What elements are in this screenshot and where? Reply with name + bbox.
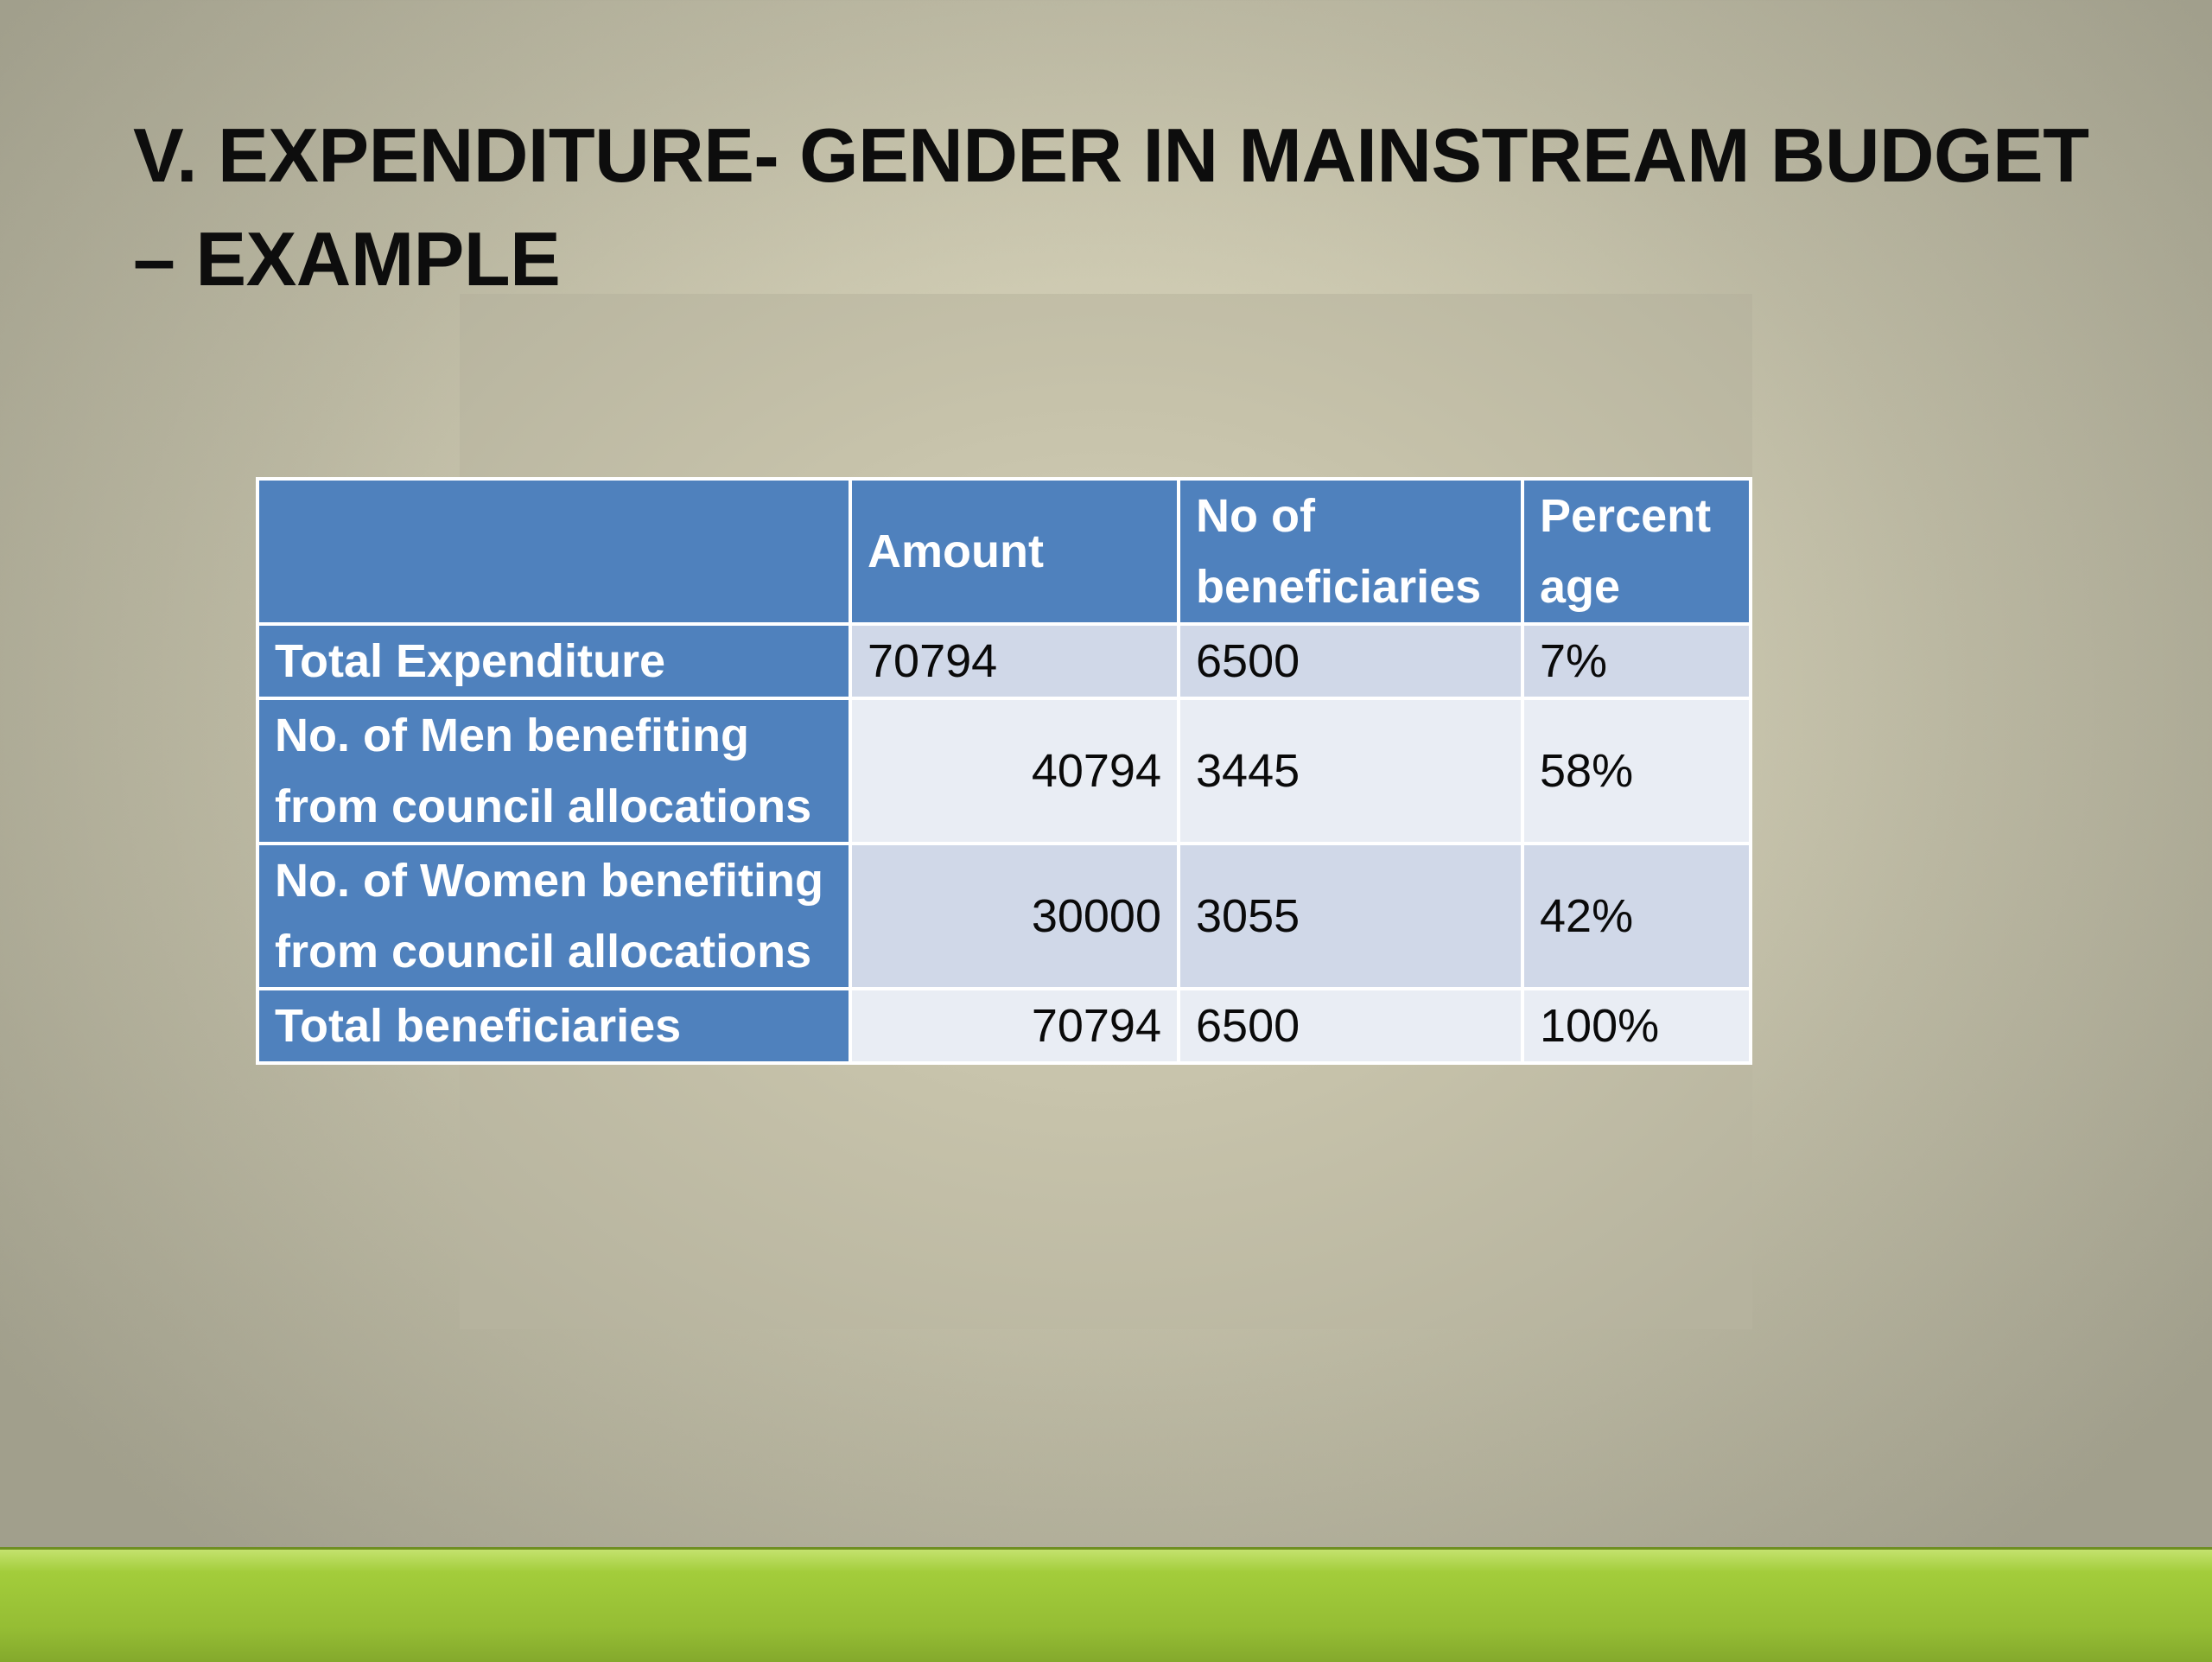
header-beneficiaries: No of beneficiaries <box>1177 477 1524 626</box>
row-label-total-expenditure: Total Expenditure <box>256 622 852 700</box>
cell-beneficiaries: 3445 <box>1177 697 1524 845</box>
cell-percentage: 58% <box>1521 697 1752 845</box>
row-label-total-beneficiaries: Total beneficiaries <box>256 987 852 1065</box>
cell-amount: 40794 <box>849 697 1180 845</box>
cell-percentage: 42% <box>1521 842 1752 990</box>
header-percentage: Percent age <box>1521 477 1752 626</box>
table-row: Total Expenditure 70794 6500 7% <box>256 622 1752 700</box>
header-amount: Amount <box>849 477 1180 626</box>
cell-beneficiaries: 6500 <box>1177 622 1524 700</box>
row-label-women: No. of Women benefiting from council all… <box>256 842 852 990</box>
cell-percentage: 7% <box>1521 622 1752 700</box>
cell-amount: 30000 <box>849 842 1180 990</box>
budget-table: Amount No of beneficiaries Percent age T… <box>256 477 1752 1065</box>
row-label-men: No. of Men benefiting from council alloc… <box>256 697 852 845</box>
table-row: No. of Men benefiting from council alloc… <box>256 697 1752 845</box>
cell-amount: 70794 <box>849 987 1180 1065</box>
footer-accent-bar <box>0 1547 2212 1662</box>
cell-beneficiaries: 3055 <box>1177 842 1524 990</box>
table-row: Total beneficiaries 70794 6500 100% <box>256 987 1752 1065</box>
table-row: No. of Women benefiting from council all… <box>256 842 1752 990</box>
table-header-row: Amount No of beneficiaries Percent age <box>256 477 1752 626</box>
cell-percentage: 100% <box>1521 987 1752 1065</box>
header-empty-cell <box>256 477 852 626</box>
cell-beneficiaries: 6500 <box>1177 987 1524 1065</box>
cell-amount: 70794 <box>849 622 1180 700</box>
slide-title: V. EXPENDITURE- GENDER IN MAINSTREAM BUD… <box>133 112 2089 302</box>
